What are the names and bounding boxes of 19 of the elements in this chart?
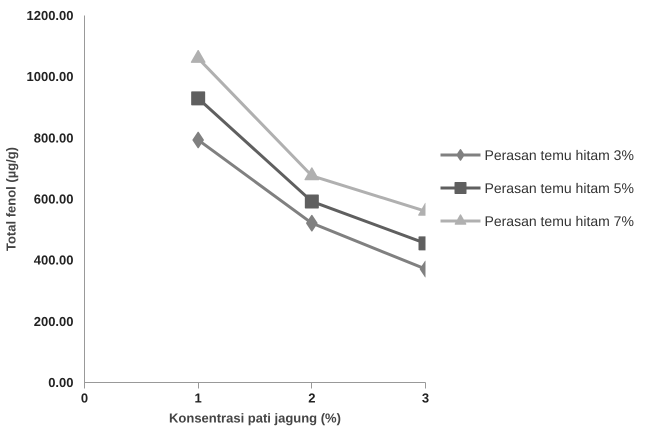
- y-axis-title: Total fenol (µg/g): [4, 146, 19, 252]
- x-tick-label: 3: [422, 390, 430, 406]
- y-tick-label: 400.00: [34, 252, 74, 268]
- point: [304, 194, 319, 208]
- y-tick-label: 0.00: [48, 375, 74, 390]
- x-axis-title: Konsentrasi pati jagung (%): [169, 410, 341, 426]
- legend-label: Perasan temu hitam 7%: [484, 213, 634, 230]
- legend-label: Perasan temu hitam 5%: [484, 180, 634, 196]
- y-tick-label: 1200.00: [26, 8, 74, 23]
- y-tick-label: 200.00: [34, 314, 74, 329]
- point: [190, 50, 206, 63]
- y-tick-label: 800.00: [34, 130, 74, 146]
- point: [191, 91, 206, 106]
- x-tick-label: 1: [194, 390, 202, 406]
- y-tick-label: 600.00: [34, 192, 74, 206]
- y-tick-label: 1000.00: [26, 69, 74, 84]
- x-tick-label: 0: [80, 390, 88, 406]
- x-tick-label: 2: [308, 390, 316, 406]
- legend-label: Perasan temu hitam 3%: [484, 146, 634, 163]
